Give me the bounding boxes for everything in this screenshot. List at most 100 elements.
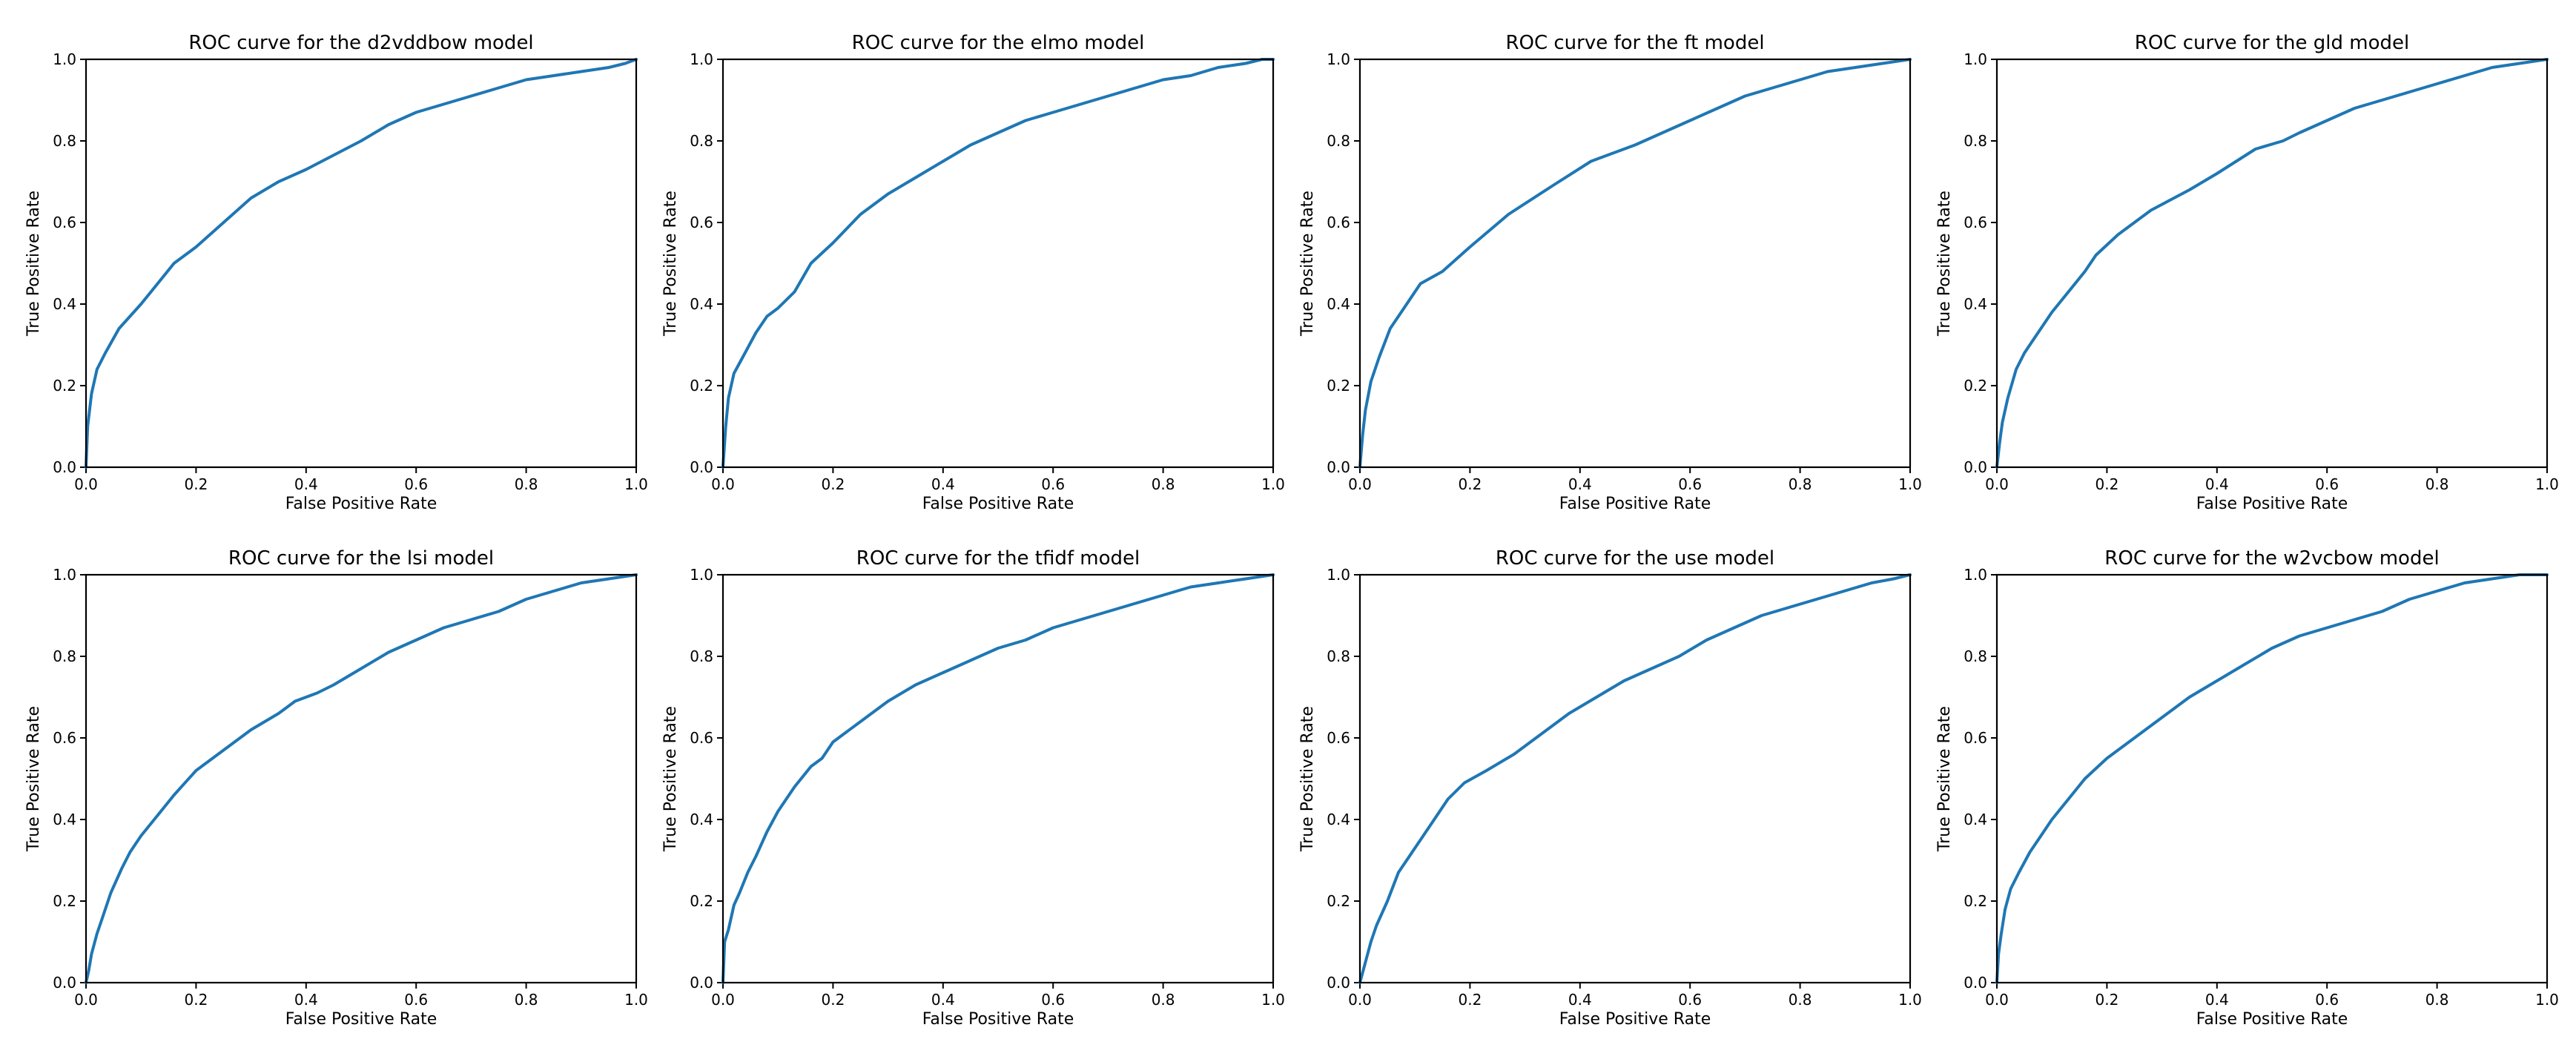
y-tick-label: 0.6 [1327,214,1350,231]
y-axis-label: True Positive Rate [661,191,680,337]
x-tick-label: 0.8 [1152,991,1175,1009]
x-axis-label: False Positive Rate [922,495,1074,513]
x-tick-label: 0.6 [1678,475,1702,493]
x-tick-label: 1.0 [1898,475,1922,493]
plot-frame [85,58,638,469]
x-axis-label: False Positive Rate [285,1010,437,1029]
y-tick-label: 0.6 [1327,729,1350,747]
y-tick-label: 0.2 [1964,377,1987,395]
x-tick-label: 0.6 [404,475,428,493]
y-tick-label: 1.0 [53,566,76,584]
x-tick-label: 0.0 [711,475,735,493]
y-tick-label: 0.0 [690,974,713,992]
x-tick-label: 0.6 [404,991,428,1009]
y-tick-label: 0.8 [53,647,76,665]
x-tick-label: 0.4 [294,475,318,493]
y-tick-label: 0.0 [53,974,76,992]
y-tick-label: 0.8 [690,647,713,665]
y-tick-label: 0.4 [1327,811,1350,828]
y-tick-label: 0.8 [1964,132,1987,150]
x-tick-label: 0.4 [1568,991,1592,1009]
x-axis-label: False Positive Rate [922,1010,1074,1029]
x-tick-label: 0.4 [294,991,318,1009]
roc-panel: ROC curve for the use model 0.0 0.2 0.4 0.6 0… [1298,547,1922,1029]
x-tick-label: 0.0 [1348,475,1372,493]
x-axis-label: False Positive Rate [1559,1010,1711,1029]
y-axis-label: True Positive Rate [1298,191,1317,337]
y-tick-label: 0.8 [690,132,713,150]
x-tick-label: 1.0 [1898,991,1922,1009]
roc-panel: ROC curve for the elmo model 0.0 0.2 0.4 0.6… [661,32,1285,513]
x-axis-label: False Positive Rate [2196,495,2348,513]
roc-panel: ROC curve for the lsi model 0.0 0.2 0.4 0.6 0… [24,547,648,1029]
x-tick-label: 0.8 [1152,475,1175,493]
roc-curve-line [721,573,1275,984]
roc-panel: ROC curve for the d2vddbow model 0.0 0.2 0.… [24,32,648,513]
roc-curve-line [1358,573,1912,984]
roc-panel: ROC curve for the ft model 0.0 0.2 0.4 0.6 0.… [1298,32,1922,513]
y-tick-label: 0.6 [53,729,76,747]
roc-curve-line [1995,573,2549,984]
roc-curve-line [1358,58,1912,469]
x-tick-label: 0.6 [1678,991,1702,1009]
y-tick-label: 0.6 [1964,214,1987,231]
y-tick-label: 0.8 [53,132,76,150]
y-tick-label: 1.0 [690,50,713,68]
x-tick-label: 1.0 [2535,991,2559,1009]
y-tick-label: 0.6 [690,214,713,231]
y-tick-label: 0.4 [53,811,76,828]
y-tick-label: 1.0 [1964,566,1987,584]
chart-title: ROC curve for the elmo model [852,32,1145,54]
y-tick-label: 0.2 [1327,892,1350,910]
y-tick-label: 0.2 [690,377,713,395]
y-tick-label: 0.2 [690,892,713,910]
y-tick-label: 1.0 [1327,566,1350,584]
x-tick-label: 0.2 [184,991,208,1009]
x-tick-label: 0.4 [2205,475,2229,493]
roc-panel: ROC curve for the w2vcbow model 0.0 0.2 0.4… [1935,547,2559,1029]
y-tick-label: 0.0 [1327,974,1350,992]
chart-title: ROC curve for the gld model [2135,32,2409,54]
plot-frame [1358,58,1912,469]
y-tick-label: 0.2 [1964,892,1987,910]
y-tick-label: 0.2 [53,892,76,910]
x-tick-label: 0.8 [1789,991,1812,1009]
x-tick-label: 0.8 [515,991,538,1009]
x-tick-label: 0.4 [931,475,955,493]
x-tick-label: 0.6 [1041,991,1065,1009]
y-tick-label: 0.4 [1964,295,1987,313]
y-tick-label: 1.0 [1327,50,1350,68]
x-tick-label: 0.6 [2315,991,2339,1009]
plot-frame [1995,573,2549,984]
y-tick-label: 0.8 [1964,647,1987,665]
x-tick-label: 0.4 [931,991,955,1009]
x-tick-label: 1.0 [1261,991,1285,1009]
y-tick-label: 0.0 [53,458,76,476]
x-tick-label: 0.4 [1568,475,1592,493]
plot-frame [1995,58,2549,469]
x-tick-label: 0.8 [1789,475,1812,493]
y-axis-label: True Positive Rate [24,191,43,337]
roc-curve-line [85,58,638,469]
y-tick-label: 1.0 [690,566,713,584]
y-axis-label: True Positive Rate [1298,706,1317,852]
x-tick-label: 0.2 [184,475,208,493]
x-axis-label: False Positive Rate [1559,495,1711,513]
x-tick-label: 0.6 [1041,475,1065,493]
y-axis-label: True Positive Rate [1935,191,1954,337]
y-axis-label: True Positive Rate [24,706,43,852]
y-tick-label: 0.4 [53,295,76,313]
x-tick-label: 0.2 [2095,475,2118,493]
x-tick-label: 1.0 [624,475,648,493]
x-tick-label: 0.2 [821,475,845,493]
y-tick-label: 1.0 [53,50,76,68]
x-tick-label: 0.2 [1458,991,1482,1009]
x-tick-label: 0.0 [74,475,98,493]
x-tick-label: 0.0 [711,991,735,1009]
chart-title: ROC curve for the use model [1496,547,1774,570]
x-tick-label: 0.2 [821,991,845,1009]
x-tick-label: 0.8 [515,475,538,493]
x-tick-label: 0.0 [74,991,98,1009]
x-tick-label: 0.8 [2425,475,2449,493]
roc-curve-line [721,58,1275,469]
